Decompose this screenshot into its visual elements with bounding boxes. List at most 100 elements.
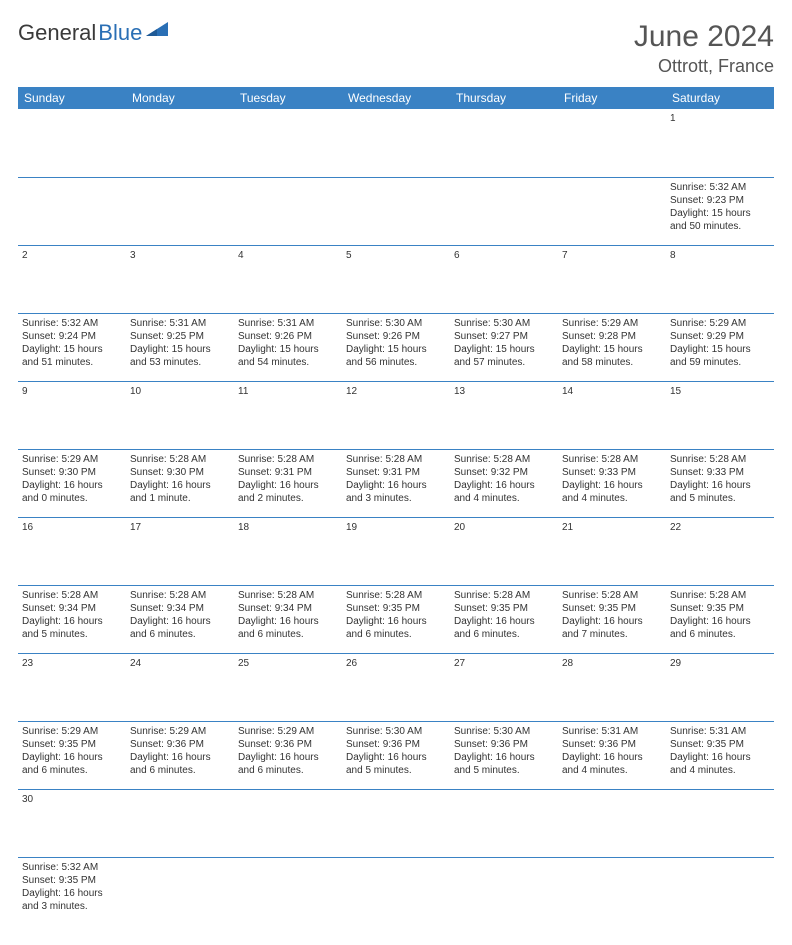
day-number-cell: 14 <box>558 381 666 449</box>
sunset-text: Sunset: 9:34 PM <box>22 602 122 615</box>
day-cell: Sunrise: 5:28 AMSunset: 9:33 PMDaylight:… <box>558 449 666 517</box>
day-cell: Sunrise: 5:28 AMSunset: 9:33 PMDaylight:… <box>666 449 774 517</box>
calendar-table: Sunday Monday Tuesday Wednesday Thursday… <box>18 87 774 925</box>
day-number-cell: 3 <box>126 245 234 313</box>
day-cell: Sunrise: 5:30 AMSunset: 9:36 PMDaylight:… <box>450 721 558 789</box>
day-cell <box>342 177 450 245</box>
daylight-text: Daylight: 16 hours and 3 minutes. <box>22 887 122 913</box>
daylight-text: Daylight: 16 hours and 1 minute. <box>130 479 230 505</box>
sunrise-text: Sunrise: 5:32 AM <box>22 317 122 330</box>
day-cell <box>126 857 234 925</box>
day-cell <box>18 177 126 245</box>
sunset-text: Sunset: 9:35 PM <box>562 602 662 615</box>
sunrise-text: Sunrise: 5:29 AM <box>238 725 338 738</box>
day-number-cell: 7 <box>558 245 666 313</box>
day-cell: Sunrise: 5:29 AMSunset: 9:36 PMDaylight:… <box>234 721 342 789</box>
daylight-text: Daylight: 16 hours and 6 minutes. <box>238 615 338 641</box>
sunrise-text: Sunrise: 5:31 AM <box>670 725 770 738</box>
day-cell <box>234 857 342 925</box>
sunset-text: Sunset: 9:35 PM <box>22 738 122 751</box>
day-number-cell: 20 <box>450 517 558 585</box>
sunset-text: Sunset: 9:35 PM <box>346 602 446 615</box>
day-number-cell <box>558 109 666 177</box>
day-number-cell: 8 <box>666 245 774 313</box>
sunset-text: Sunset: 9:26 PM <box>238 330 338 343</box>
day-number-cell: 23 <box>18 653 126 721</box>
daylight-text: Daylight: 16 hours and 4 minutes. <box>562 479 662 505</box>
daylight-text: Daylight: 16 hours and 6 minutes. <box>346 615 446 641</box>
daylight-text: Daylight: 16 hours and 5 minutes. <box>670 479 770 505</box>
sunset-text: Sunset: 9:23 PM <box>670 194 770 207</box>
day-number-cell: 6 <box>450 245 558 313</box>
day-number-row: 1 <box>18 109 774 177</box>
day-number-cell: 22 <box>666 517 774 585</box>
day-number-row: 9101112131415 <box>18 381 774 449</box>
sunset-text: Sunset: 9:32 PM <box>454 466 554 479</box>
day-cell: Sunrise: 5:30 AMSunset: 9:36 PMDaylight:… <box>342 721 450 789</box>
day-cell: Sunrise: 5:28 AMSunset: 9:32 PMDaylight:… <box>450 449 558 517</box>
day-number-cell <box>558 789 666 857</box>
daylight-text: Daylight: 16 hours and 2 minutes. <box>238 479 338 505</box>
sunrise-text: Sunrise: 5:30 AM <box>346 725 446 738</box>
weekday-tuesday: Tuesday <box>234 87 342 109</box>
week-row: Sunrise: 5:28 AMSunset: 9:34 PMDaylight:… <box>18 585 774 653</box>
day-cell: Sunrise: 5:29 AMSunset: 9:30 PMDaylight:… <box>18 449 126 517</box>
day-number-cell <box>126 109 234 177</box>
day-cell <box>558 177 666 245</box>
day-number-cell: 25 <box>234 653 342 721</box>
daylight-text: Daylight: 16 hours and 6 minutes. <box>670 615 770 641</box>
weekday-friday: Friday <box>558 87 666 109</box>
sunrise-text: Sunrise: 5:28 AM <box>670 453 770 466</box>
daylight-text: Daylight: 16 hours and 4 minutes. <box>454 479 554 505</box>
daylight-text: Daylight: 15 hours and 53 minutes. <box>130 343 230 369</box>
day-number-row: 23242526272829 <box>18 653 774 721</box>
sunset-text: Sunset: 9:30 PM <box>22 466 122 479</box>
week-row: Sunrise: 5:32 AMSunset: 9:24 PMDaylight:… <box>18 313 774 381</box>
day-cell: Sunrise: 5:29 AMSunset: 9:28 PMDaylight:… <box>558 313 666 381</box>
weekday-monday: Monday <box>126 87 234 109</box>
sunrise-text: Sunrise: 5:28 AM <box>238 453 338 466</box>
daylight-text: Daylight: 16 hours and 5 minutes. <box>346 751 446 777</box>
sunset-text: Sunset: 9:36 PM <box>238 738 338 751</box>
sunset-text: Sunset: 9:35 PM <box>670 738 770 751</box>
weekday-row: Sunday Monday Tuesday Wednesday Thursday… <box>18 87 774 109</box>
day-cell: Sunrise: 5:32 AMSunset: 9:35 PMDaylight:… <box>18 857 126 925</box>
sunset-text: Sunset: 9:33 PM <box>562 466 662 479</box>
day-cell: Sunrise: 5:28 AMSunset: 9:31 PMDaylight:… <box>234 449 342 517</box>
daylight-text: Daylight: 16 hours and 5 minutes. <box>22 615 122 641</box>
sunrise-text: Sunrise: 5:28 AM <box>238 589 338 602</box>
sunrise-text: Sunrise: 5:30 AM <box>346 317 446 330</box>
day-number-cell <box>342 109 450 177</box>
day-cell <box>666 857 774 925</box>
day-number-row: 30 <box>18 789 774 857</box>
day-cell <box>450 177 558 245</box>
day-cell <box>234 177 342 245</box>
sunrise-text: Sunrise: 5:29 AM <box>562 317 662 330</box>
day-cell: Sunrise: 5:29 AMSunset: 9:29 PMDaylight:… <box>666 313 774 381</box>
day-cell: Sunrise: 5:28 AMSunset: 9:34 PMDaylight:… <box>18 585 126 653</box>
day-cell: Sunrise: 5:32 AMSunset: 9:24 PMDaylight:… <box>18 313 126 381</box>
day-cell: Sunrise: 5:28 AMSunset: 9:31 PMDaylight:… <box>342 449 450 517</box>
day-number-cell: 18 <box>234 517 342 585</box>
day-cell: Sunrise: 5:28 AMSunset: 9:30 PMDaylight:… <box>126 449 234 517</box>
week-row: Sunrise: 5:32 AMSunset: 9:23 PMDaylight:… <box>18 177 774 245</box>
day-cell: Sunrise: 5:30 AMSunset: 9:26 PMDaylight:… <box>342 313 450 381</box>
day-number-cell: 26 <box>342 653 450 721</box>
day-number-cell: 10 <box>126 381 234 449</box>
daylight-text: Daylight: 16 hours and 4 minutes. <box>562 751 662 777</box>
day-number-cell: 16 <box>18 517 126 585</box>
day-number-row: 2345678 <box>18 245 774 313</box>
sunset-text: Sunset: 9:27 PM <box>454 330 554 343</box>
day-number-cell: 1 <box>666 109 774 177</box>
daylight-text: Daylight: 15 hours and 58 minutes. <box>562 343 662 369</box>
sunset-text: Sunset: 9:36 PM <box>130 738 230 751</box>
sunrise-text: Sunrise: 5:28 AM <box>670 589 770 602</box>
title-block: June 2024 Ottrott, France <box>634 20 774 77</box>
day-number-cell: 11 <box>234 381 342 449</box>
day-number-cell <box>450 789 558 857</box>
daylight-text: Daylight: 16 hours and 3 minutes. <box>346 479 446 505</box>
flag-icon <box>146 22 168 43</box>
sunrise-text: Sunrise: 5:31 AM <box>130 317 230 330</box>
week-row: Sunrise: 5:29 AM Sunset: 9:35 PM Daylight:… <box>18 721 774 789</box>
day-cell <box>558 857 666 925</box>
